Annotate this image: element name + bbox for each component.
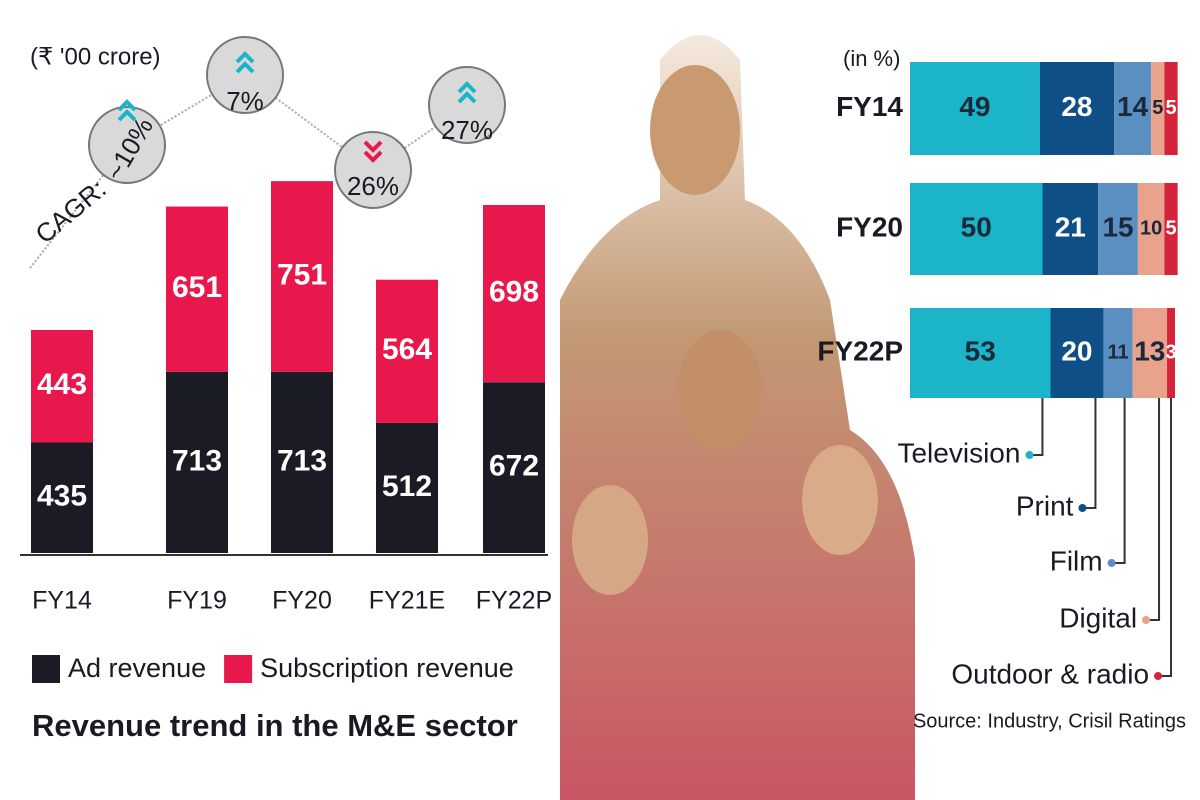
bar-segment bbox=[1164, 183, 1178, 275]
bar-segment bbox=[166, 371, 228, 553]
bar-segment bbox=[376, 279, 438, 423]
legend-label: Film bbox=[1050, 545, 1103, 576]
bar-segment bbox=[1137, 183, 1165, 275]
bar-segment bbox=[1098, 183, 1138, 275]
data-label: 3 bbox=[1165, 341, 1176, 363]
bar-segment bbox=[376, 422, 438, 553]
data-label: 651 bbox=[172, 271, 222, 304]
bar-segment bbox=[483, 205, 545, 383]
cagr-value: 27% bbox=[441, 115, 493, 145]
bar-segment bbox=[1151, 62, 1165, 155]
cagr-label: CAGR: bbox=[29, 173, 111, 249]
data-label: 5 bbox=[1152, 97, 1163, 119]
cagr-bubble: 26% bbox=[334, 131, 412, 209]
source: Source: Industry, Crisil Ratings bbox=[913, 710, 1186, 732]
bar-segment bbox=[1103, 308, 1133, 398]
connector bbox=[1082, 398, 1097, 509]
data-label: 443 bbox=[37, 368, 87, 401]
connector bbox=[1158, 398, 1173, 677]
data-label: 698 bbox=[489, 276, 539, 309]
bar-segment bbox=[1114, 62, 1152, 155]
legend-label: Outdoor & radio bbox=[951, 658, 1149, 689]
x-tick-label: FY22P bbox=[476, 587, 552, 615]
legend-label: Ad revenue bbox=[68, 653, 206, 683]
legend-swatch bbox=[32, 655, 60, 683]
legend-dot bbox=[1107, 559, 1116, 567]
unit-label: (in %) bbox=[843, 46, 900, 71]
photo bbox=[560, 35, 915, 800]
cagr-value: 26% bbox=[347, 171, 399, 201]
legend-dot bbox=[1025, 451, 1034, 459]
bar-segment bbox=[1132, 308, 1168, 398]
legend-label: Television bbox=[897, 437, 1020, 468]
data-label: 50 bbox=[961, 211, 992, 242]
bar-segment bbox=[483, 382, 545, 553]
legend-label: Subscription revenue bbox=[260, 653, 514, 683]
data-label: 20 bbox=[1061, 335, 1092, 366]
bar-segment bbox=[1042, 183, 1099, 275]
bar-segment bbox=[1039, 62, 1115, 155]
bar-segment bbox=[910, 62, 1040, 155]
bar-segment bbox=[1164, 62, 1178, 155]
y-tick-label: FY22P bbox=[817, 335, 903, 366]
legend-dot bbox=[1142, 616, 1151, 624]
bar-segment bbox=[271, 371, 333, 553]
data-label: 28 bbox=[1061, 91, 1092, 122]
y-tick-label: FY20 bbox=[836, 211, 903, 242]
data-label: 10 bbox=[1140, 217, 1162, 239]
data-label: 751 bbox=[277, 258, 327, 291]
x-tick-label: FY20 bbox=[272, 587, 332, 615]
data-label: 435 bbox=[37, 480, 87, 513]
legend-swatch bbox=[224, 655, 253, 683]
connector bbox=[1146, 398, 1161, 621]
data-label: 15 bbox=[1102, 211, 1133, 242]
data-label: 564 bbox=[382, 333, 432, 366]
y-tick-label: FY14 bbox=[836, 91, 903, 122]
cagr-value: 7% bbox=[226, 86, 264, 116]
bar-segment bbox=[166, 206, 228, 372]
connector bbox=[1029, 398, 1044, 456]
connector bbox=[1111, 398, 1126, 564]
bar-segment bbox=[910, 308, 1051, 398]
data-label: 13 bbox=[1134, 335, 1165, 366]
bar-segment bbox=[31, 442, 93, 553]
bar-segment bbox=[31, 329, 93, 443]
data-label: 713 bbox=[277, 444, 327, 477]
data-label: 53 bbox=[965, 335, 996, 366]
data-label: 5 bbox=[1165, 217, 1176, 239]
chart-title: Revenue trend in the M&E sector bbox=[32, 708, 518, 743]
cagr-bubble: ~10% bbox=[88, 99, 166, 186]
data-label: 11 bbox=[1107, 341, 1128, 363]
x-tick-label: FY19 bbox=[167, 587, 227, 615]
bar-segment bbox=[1050, 308, 1104, 398]
data-label: 672 bbox=[489, 450, 539, 483]
x-tick-label: FY21E bbox=[369, 587, 445, 615]
data-label: 713 bbox=[172, 444, 222, 477]
bar-segment bbox=[271, 181, 333, 372]
legend-label: Print bbox=[1016, 490, 1074, 521]
x-tick-label: FY14 bbox=[32, 587, 92, 615]
unit-label: (₹ '00 crore) bbox=[30, 43, 161, 70]
cagr-bubble: 7% bbox=[206, 36, 284, 116]
data-label: 14 bbox=[1117, 91, 1149, 122]
bar-segment bbox=[1167, 308, 1175, 398]
legend-dot bbox=[1154, 672, 1163, 680]
data-label: 21 bbox=[1055, 211, 1086, 242]
data-label: 5 bbox=[1165, 97, 1176, 119]
legend-dot bbox=[1078, 504, 1087, 512]
bar-segment bbox=[910, 183, 1043, 275]
data-label: 512 bbox=[382, 470, 432, 503]
data-label: 49 bbox=[959, 91, 990, 122]
legend-label: Digital bbox=[1059, 602, 1137, 633]
cagr-bubble: 27% bbox=[428, 66, 506, 145]
